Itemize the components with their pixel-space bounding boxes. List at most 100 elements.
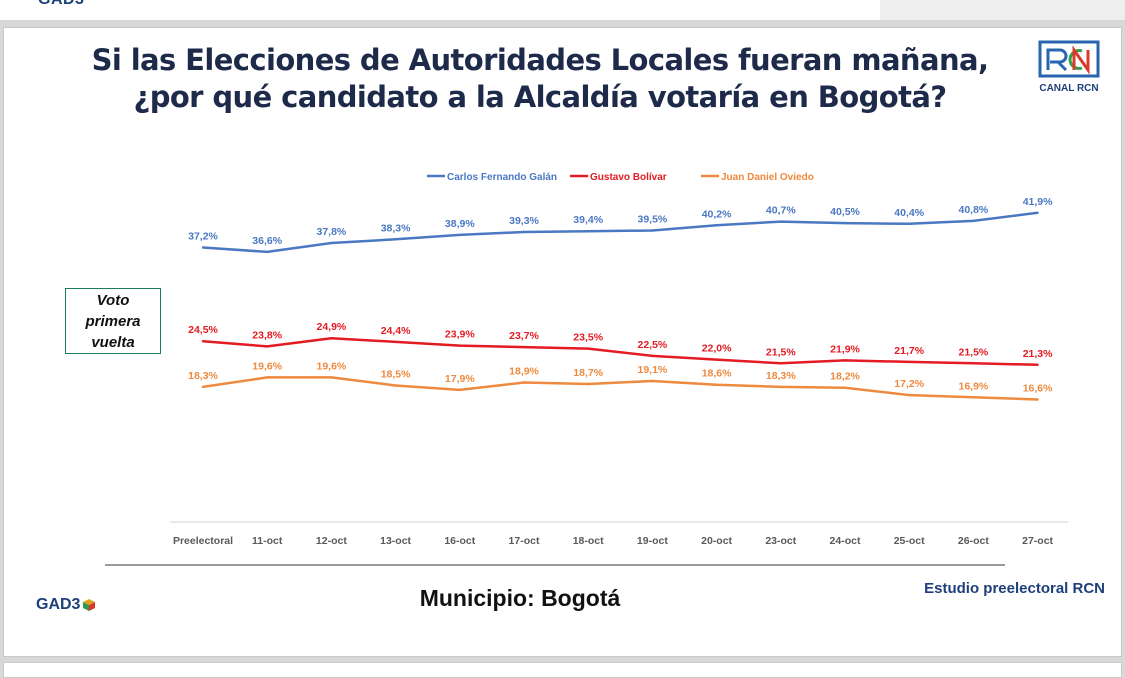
data-point	[1036, 398, 1039, 401]
data-label: 40,8%	[959, 204, 989, 216]
data-point	[394, 238, 397, 241]
data-point	[1036, 211, 1039, 214]
data-label: 24,4%	[381, 325, 411, 337]
series-line	[202, 376, 1038, 401]
legend-label: Gustavo Bolívar	[590, 172, 667, 183]
data-label: 40,7%	[766, 205, 796, 217]
data-label: 16,9%	[959, 380, 989, 392]
data-label: 24,5%	[188, 324, 218, 336]
data-point	[458, 233, 461, 237]
x-tick-label: 16-oct	[444, 535, 475, 547]
data-point	[843, 359, 847, 362]
data-point	[201, 385, 205, 389]
data-label: 21,7%	[894, 345, 924, 357]
data-point	[394, 340, 397, 344]
data-label: 18,5%	[381, 369, 411, 381]
data-label: 23,5%	[573, 332, 603, 344]
data-label: 21,3%	[1023, 348, 1053, 360]
legend-label: Carlos Fernando Galán	[447, 172, 557, 183]
data-label: 23,9%	[445, 329, 475, 341]
data-label: 40,4%	[894, 207, 924, 219]
data-label: 19,1%	[638, 364, 668, 376]
data-label: 24,9%	[317, 321, 347, 333]
data-label: 39,4%	[573, 214, 603, 226]
data-point	[458, 344, 461, 347]
data-point	[330, 376, 333, 379]
data-point	[266, 250, 269, 254]
data-point	[651, 354, 654, 358]
data-label: 40,2%	[702, 208, 732, 220]
data-point	[201, 340, 205, 343]
data-point	[522, 381, 526, 384]
data-label: 19,6%	[317, 360, 347, 372]
data-point	[779, 220, 782, 223]
data-point	[715, 383, 718, 386]
data-label: 22,5%	[638, 339, 668, 351]
data-point	[779, 385, 782, 389]
data-point	[972, 396, 975, 399]
cube-icon	[83, 599, 96, 611]
data-point	[587, 382, 590, 386]
footer-estudio: Estudio preelectoral RCN	[924, 580, 1105, 597]
data-point	[522, 230, 526, 234]
x-tick-label: 12-oct	[316, 535, 347, 547]
data-label: 23,7%	[509, 330, 539, 342]
data-label: 38,3%	[381, 222, 411, 234]
data-label: 23,8%	[252, 329, 282, 341]
data-point	[908, 393, 911, 397]
rcn-logo-text: CANAL RCN	[1039, 83, 1098, 94]
data-label: 39,5%	[638, 214, 668, 226]
data-label: 16,6%	[1023, 383, 1053, 395]
series-line	[202, 211, 1038, 254]
x-tick-label: 19-oct	[637, 535, 668, 547]
data-point	[201, 246, 205, 249]
data-point	[843, 386, 847, 389]
data-point	[587, 230, 590, 233]
slide-title: Si las Elecciones de Autoridades Locales…	[91, 43, 989, 114]
data-label: 19,6%	[252, 360, 282, 372]
data-point	[715, 358, 718, 361]
data-point	[908, 360, 911, 364]
slide: CANAL RCN	[3, 27, 1122, 657]
data-point	[651, 379, 654, 383]
data-label: 18,2%	[830, 371, 860, 383]
data-label: 41,9%	[1023, 196, 1053, 208]
x-tick-label: 13-oct	[380, 535, 411, 547]
rcn-logo: CANAL RCN	[1038, 40, 1100, 94]
voto-primera-vuelta-box: Voto primera vuelta	[65, 288, 161, 354]
footer-divider	[105, 564, 1005, 566]
data-point	[715, 224, 718, 227]
data-point	[908, 222, 911, 225]
top-strip	[0, 0, 1125, 20]
data-point	[972, 219, 975, 223]
x-tick-label: 18-oct	[573, 535, 604, 547]
data-label: 21,5%	[766, 346, 796, 358]
data-point	[330, 241, 333, 245]
data-point	[522, 345, 526, 349]
legend-label: Juan Daniel Oviedo	[721, 172, 814, 183]
x-tick-label: 27-oct	[1022, 535, 1053, 547]
data-point	[330, 337, 333, 340]
data-point	[587, 347, 590, 350]
data-label: 21,9%	[830, 343, 860, 355]
data-label: 18,7%	[573, 367, 603, 379]
top-strip-shade	[880, 0, 1125, 20]
data-label: 38,9%	[445, 218, 475, 230]
data-label: 17,2%	[894, 378, 924, 390]
data-point	[458, 388, 461, 392]
data-label: 40,5%	[830, 206, 860, 218]
data-label: 22,0%	[702, 343, 732, 355]
data-label: 18,6%	[702, 368, 732, 380]
gad3-logo-text: GAD3	[36, 596, 81, 613]
x-tick-label: 17-oct	[509, 535, 540, 547]
data-point	[779, 362, 782, 365]
data-label: 36,6%	[252, 235, 282, 247]
x-tick-label: 24-oct	[830, 535, 861, 547]
data-label: 17,9%	[445, 373, 475, 385]
data-point	[394, 384, 397, 387]
x-tick-label: 25-oct	[894, 535, 925, 547]
series-line	[202, 336, 1038, 367]
top-gad3-logo: GAD3	[38, 0, 84, 9]
gad3-logo: GAD3	[36, 596, 96, 614]
